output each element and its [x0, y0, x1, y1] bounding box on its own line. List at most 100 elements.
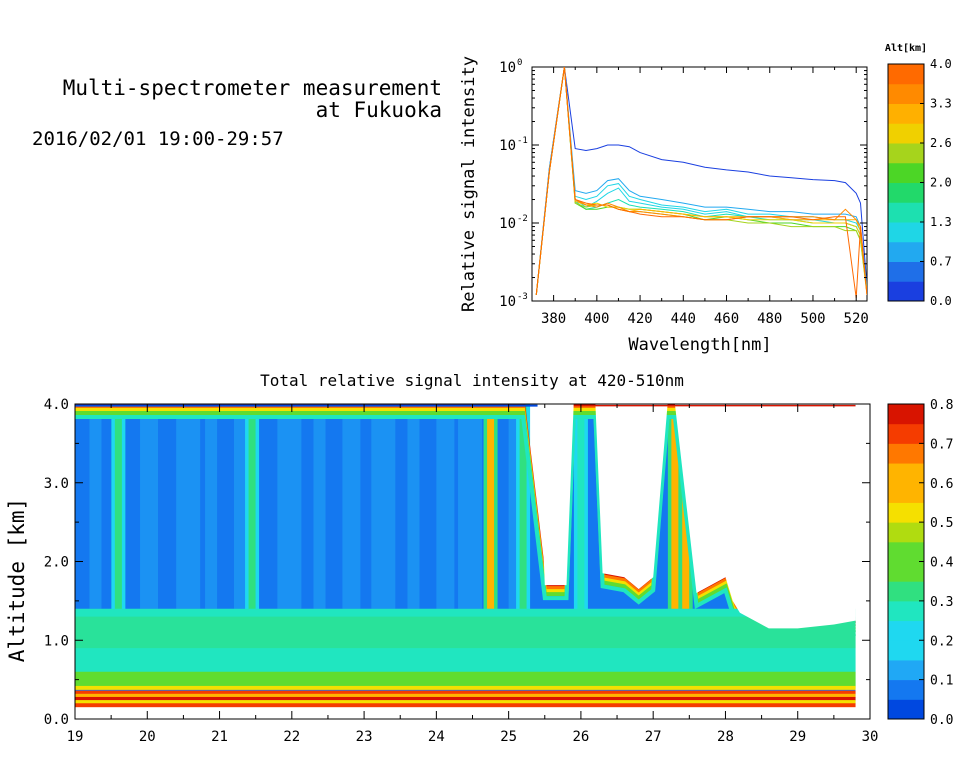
- intensity-colorbar-segment: [888, 463, 924, 484]
- altitude-colorbar-segment: [888, 261, 924, 282]
- heatmap-y-tick-label: 4.0: [44, 397, 69, 413]
- heatmap-column-core: [248, 404, 256, 625]
- heatmap-y-tick-label: 0.0: [44, 712, 69, 728]
- spectrum-y-axis-label: Relative signal intensity: [459, 56, 479, 312]
- heatmap-texture-band: [342, 407, 361, 609]
- spectrum-series-group: [535, 67, 867, 298]
- altitude-colorbar-segment: [888, 222, 924, 243]
- heatmap-texture-band: [176, 407, 201, 609]
- intensity-colorbar-tick-label: 0.8: [930, 398, 953, 413]
- spectrum-series-line: [535, 67, 867, 298]
- intensity-colorbar-segment: [888, 522, 924, 543]
- intensity-colorbar-segment: [888, 404, 924, 425]
- intensity-colorbar-segment: [888, 600, 924, 622]
- heatmap-y-ticks: 4.0 3.0 2.0 1.0 0.0: [44, 397, 870, 728]
- heatmap-x-tick-label: 24: [428, 729, 445, 745]
- heatmap-texture-band: [89, 407, 102, 609]
- figure-location: at Fukuoka: [315, 98, 442, 122]
- heatmap-y-tick-label: 1.0: [44, 633, 69, 649]
- heatmap-x-tick-label: 22: [283, 729, 300, 745]
- intensity-colorbar-tick-label: 0.1: [930, 674, 953, 689]
- figure-date-range: 2016/02/01 19:00-29:57: [32, 128, 284, 150]
- heatmap-chart: Total relative signal intensity at 420-5…: [5, 371, 954, 745]
- heatmap-x-tick-label: 21: [211, 729, 228, 745]
- spectrum-plot-frame: [531, 66, 868, 302]
- heatmap-y-axis-label: Altitude [km]: [5, 498, 29, 662]
- heatmap-x-tick-label: 29: [789, 729, 806, 745]
- heatmap-surface-layer: [75, 703, 856, 708]
- heatmap-texture-band: [458, 407, 483, 609]
- altitude-colorbar: 4.0 3.3 2.6 2.0 1.3 0.7 0.0: [887, 57, 952, 308]
- intensity-colorbar-segment: [888, 482, 924, 503]
- spectrum-y-tick-label: 10: [499, 60, 516, 76]
- intensity-colorbar-segment: [888, 679, 924, 700]
- heatmap-texture-band: [436, 407, 455, 609]
- altitude-colorbar-tick-label: 4.0: [930, 57, 952, 71]
- heatmap-texture-band: [277, 407, 302, 609]
- spectrum-x-tick-label: 420: [627, 311, 652, 327]
- heatmap-aerosol-low: [75, 671, 856, 690]
- heatmap-x-tick-label: 19: [67, 729, 84, 745]
- altitude-colorbar-segment: [888, 241, 924, 262]
- heatmap-x-tick-label: 28: [717, 729, 734, 745]
- altitude-colorbar-tick-label: 1.3: [930, 215, 952, 229]
- intensity-colorbar-segment: [888, 620, 924, 641]
- heatmap-x-ticks: 19 20 21 22 23 24 25 26 27 28 29 30: [67, 404, 879, 745]
- intensity-colorbar-tick-label: 0.6: [930, 477, 953, 492]
- altitude-colorbar-tick-label: 0.7: [930, 255, 952, 269]
- spectrum-x-tick-label: 500: [800, 311, 825, 327]
- heatmap-aerosol-inner: [75, 616, 856, 649]
- heatmap-texture-band: [140, 407, 159, 609]
- spectrum-series-line: [535, 67, 867, 295]
- altitude-colorbar-segment: [888, 143, 924, 164]
- heatmap-surface-layer: [75, 693, 856, 698]
- intensity-colorbar-segment: [888, 640, 924, 661]
- heatmap-x-tick-label: 30: [862, 729, 879, 745]
- heatmap-x-tick-label: 27: [645, 729, 662, 745]
- heatmap-texture-band: [371, 407, 396, 609]
- spectrum-x-tick-label: 460: [714, 311, 739, 327]
- intensity-colorbar-segment: [888, 581, 924, 602]
- spectrum-x-tick-label: 380: [541, 311, 566, 327]
- heatmap-x-tick-label: 25: [500, 729, 517, 745]
- spectrum-series-line: [535, 67, 867, 295]
- intensity-colorbar-segment: [888, 561, 924, 582]
- altitude-colorbar-tick-label: 2.0: [930, 176, 952, 190]
- heatmap-title: Total relative signal intensity at 420-5…: [260, 371, 684, 390]
- altitude-colorbar-label: Alt[km]: [885, 43, 927, 54]
- altitude-colorbar-segment: [888, 123, 924, 144]
- spectrum-x-ticks: 380 400 420 440 460 480 500 520: [531, 67, 869, 327]
- altitude-colorbar-segment: [888, 64, 924, 85]
- intensity-colorbar-segment: [888, 541, 924, 562]
- spectrum-y-tick-label: 10: [499, 294, 516, 310]
- spectrum-x-tick-label: 480: [757, 311, 782, 327]
- spectrum-y-tick-exponent: -2: [517, 214, 528, 224]
- intensity-colorbar-segment: [888, 443, 924, 464]
- heatmap-texture-band: [313, 407, 326, 609]
- heatmap-fill-group: [75, 404, 856, 708]
- intensity-colorbar-tick-label: 0.5: [930, 516, 953, 531]
- spectrum-x-axis-label: Wavelength[nm]: [628, 335, 771, 355]
- altitude-colorbar-segment: [888, 83, 924, 104]
- altitude-colorbar-tick-label: 0.0: [930, 294, 952, 308]
- spectrum-y-tick-label: 10: [499, 216, 516, 232]
- intensity-colorbar-segment: [888, 423, 924, 444]
- intensity-colorbar-segment: [888, 659, 924, 681]
- intensity-colorbar-tick-label: 0.0: [930, 713, 953, 728]
- spectrum-y-tick-label: 10: [499, 138, 516, 154]
- figure-title: Multi-spectrometer measurement: [62, 76, 442, 100]
- heatmap-cloud-saturated-region: [537, 404, 856, 629]
- heatmap-column-core: [519, 404, 527, 625]
- intensity-colorbar: 0.8 0.7 0.6 0.5 0.4 0.3 0.2 0.1 0.0: [887, 398, 954, 728]
- spectrum-y-tick-exponent: 0: [517, 58, 522, 68]
- heatmap-x-tick-label: 20: [139, 729, 156, 745]
- heatmap-texture-band: [205, 407, 218, 609]
- altitude-colorbar-tick-label: 3.3: [930, 97, 952, 111]
- intensity-colorbar-segment: [888, 699, 924, 720]
- altitude-colorbar-segment: [888, 281, 924, 302]
- intensity-colorbar-tick-label: 0.2: [930, 634, 953, 649]
- spectrum-y-tick-exponent: -3: [517, 292, 528, 302]
